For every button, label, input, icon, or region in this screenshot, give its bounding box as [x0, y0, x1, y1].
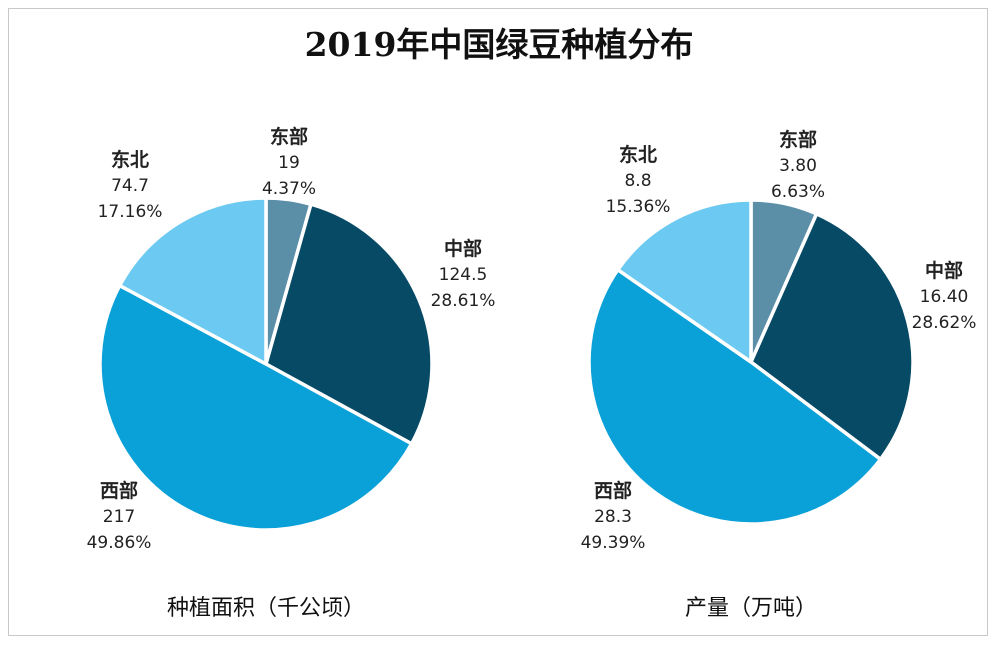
subtitle-area: 种植面积（千公顷） [166, 596, 366, 621]
label-northeast-area: 东北 74.7 17.16% [97, 149, 163, 222]
subtitle-output: 产量（万吨） [684, 596, 818, 621]
label-central-area: 中部 124.5 28.61% [430, 238, 496, 311]
chart-title: 2019年中国绿豆种植分布 [304, 25, 694, 64]
pie1-slice-central [264, 202, 434, 446]
label-northeast-output: 东北 8.8 15.36% [605, 144, 671, 217]
label-central-output: 中部 16.40 28.62% [911, 260, 977, 333]
pie2-slice-west [587, 267, 883, 526]
label-east-output: 东部 3.80 6.63% [770, 129, 826, 202]
label-west-output: 西部 28.3 49.39% [580, 480, 646, 553]
label-west-area: 西部 217 49.86% [86, 480, 152, 553]
label-east-area: 东部 19 4.37% [261, 126, 317, 199]
pie2-slice-northeast [616, 198, 753, 364]
pie2-slice-central [749, 212, 915, 462]
pie1-slice-northeast [117, 196, 268, 366]
chart-frame [8, 8, 988, 636]
pie1-slice-west [98, 283, 414, 532]
